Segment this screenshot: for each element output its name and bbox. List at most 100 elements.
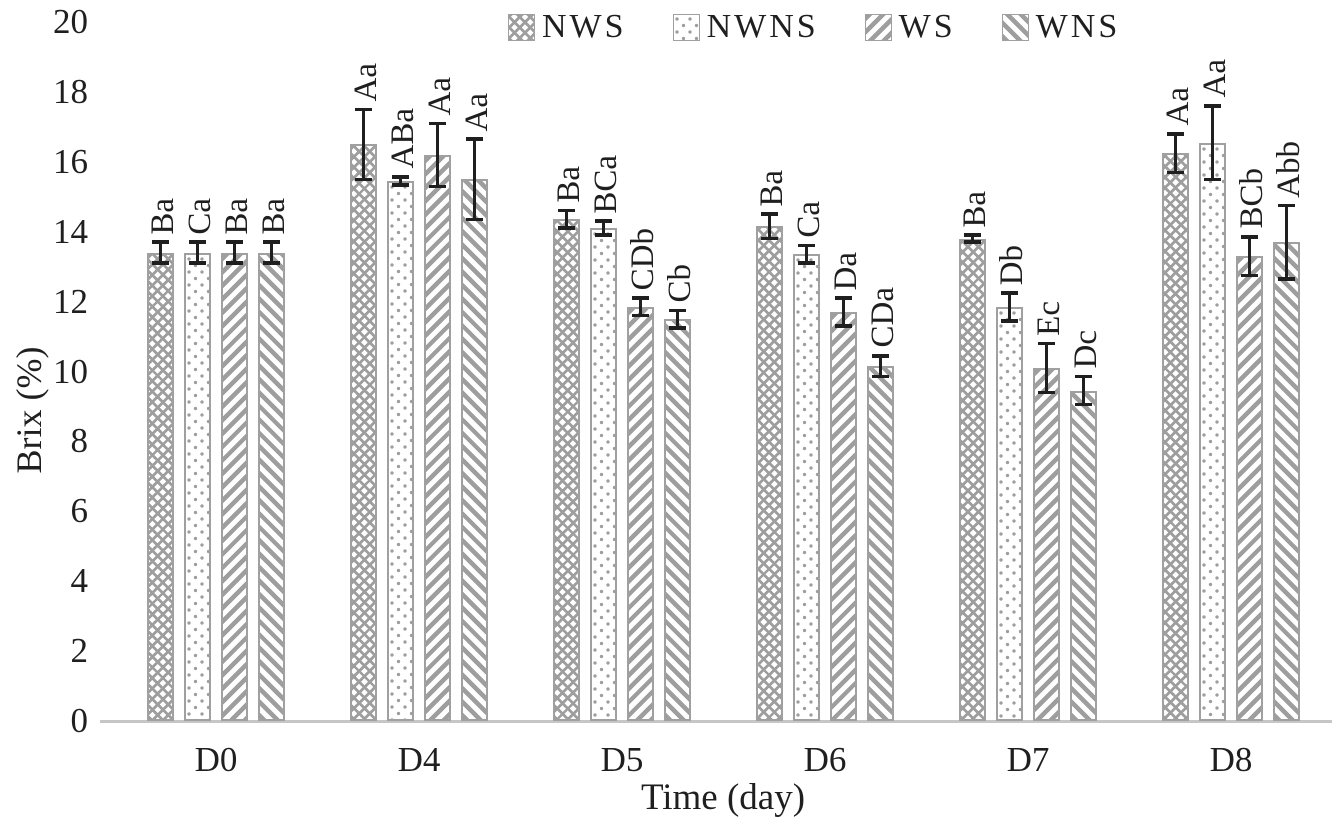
bar-nwns-d6 <box>793 254 820 721</box>
significance-label-ws-d4: Aa <box>421 76 458 116</box>
error-cap-top-nwns-d0 <box>189 240 206 244</box>
significance-label-ws-d6: Da <box>827 251 864 291</box>
error-cap-top-ws-d4 <box>429 121 446 126</box>
error-cap-top-ws-d0 <box>226 240 243 244</box>
legend-swatch-ws-pattern-icon <box>864 13 892 41</box>
bar-ws-d8 <box>1236 256 1263 721</box>
significance-label-wns-d7: Dc <box>1067 330 1104 369</box>
error-cap-bottom-nwns-d7 <box>1001 319 1018 323</box>
significance-label-nwns-d5: BCa <box>587 154 624 214</box>
legend-label-ws: WS <box>898 8 956 45</box>
bar-ws-d4 <box>424 154 451 721</box>
x-axis-line <box>100 720 1332 723</box>
error-bar-wns-d8 <box>1285 205 1288 279</box>
bar-ws-d5 <box>627 306 654 721</box>
error-cap-bottom-nws-d8 <box>1167 170 1184 175</box>
bar-wns-d5 <box>664 319 691 721</box>
significance-label-nws-d0: Ba <box>144 197 181 235</box>
error-cap-bottom-wns-d8 <box>1278 277 1295 281</box>
significance-label-nwns-d0: Ca <box>181 197 218 235</box>
error-bar-wns-d4 <box>473 139 476 220</box>
legend-item-nws: NWS <box>508 8 627 46</box>
error-bar-wns-d0 <box>270 242 273 264</box>
significance-label-nwns-d8: Aa <box>1196 59 1233 98</box>
significance-label-nwns-d6: Ca <box>790 201 827 238</box>
error-cap-top-wns-d7 <box>1075 374 1092 379</box>
error-bar-nwns-d4 <box>399 176 402 186</box>
error-cap-top-nwns-d6 <box>798 243 815 248</box>
x-tick-label: D5 <box>600 740 644 779</box>
error-cap-top-nws-d5 <box>558 208 575 213</box>
error-bar-nwns-d0 <box>196 242 199 264</box>
significance-label-wns-d5: Cb <box>661 263 698 303</box>
bar-nws-d5 <box>553 219 580 721</box>
error-bar-ws-d7 <box>1045 343 1048 393</box>
error-bar-ws-d4 <box>436 123 439 187</box>
error-bar-ws-d5 <box>639 298 642 316</box>
error-bar-wns-d5 <box>676 310 679 328</box>
legend-item-nwns: NWNS <box>672 8 819 46</box>
error-cap-top-nwns-d8 <box>1204 104 1221 108</box>
significance-label-nws-d4: Aa <box>347 62 384 102</box>
chart-legend: NWS NWNS WS WNS <box>508 8 1120 46</box>
error-cap-bottom-ws-d7 <box>1038 390 1055 395</box>
error-bar-ws-d8 <box>1248 236 1251 276</box>
bar-wns-d4 <box>461 179 488 721</box>
significance-label-ws-d8: BCb <box>1233 168 1270 229</box>
x-tick-label: D4 <box>397 740 441 779</box>
error-cap-bottom-wns-d6 <box>872 374 889 379</box>
error-cap-top-nws-d7 <box>964 233 981 237</box>
error-bar-nws-d8 <box>1174 133 1177 173</box>
error-cap-top-nwns-d4 <box>392 175 409 179</box>
x-tick-label: D6 <box>803 740 847 779</box>
bar-ws-d7 <box>1033 368 1060 721</box>
error-cap-top-wns-d5 <box>669 308 686 313</box>
error-bar-ws-d0 <box>233 242 236 264</box>
bar-wns-d8 <box>1273 242 1300 721</box>
error-cap-bottom-nws-d7 <box>964 240 981 244</box>
bar-nwns-d0 <box>184 252 211 721</box>
error-cap-top-ws-d8 <box>1241 235 1258 239</box>
error-cap-top-wns-d0 <box>263 240 280 244</box>
bar-nws-d6 <box>756 226 783 721</box>
error-cap-top-ws-d5 <box>632 296 649 300</box>
bar-wns-d6 <box>867 366 894 721</box>
legend-label-nws: NWS <box>542 8 627 45</box>
error-cap-bottom-nwns-d5 <box>595 233 612 237</box>
x-axis-title: Time (day) <box>640 777 806 818</box>
y-tick-label: 14 <box>53 211 88 251</box>
error-bar-nws-d5 <box>565 210 568 229</box>
significance-label-nwns-d7: Db <box>993 244 1030 285</box>
error-cap-bottom-nwns-d6 <box>798 261 815 265</box>
error-cap-bottom-ws-d4 <box>429 184 446 188</box>
error-cap-top-wns-d6 <box>872 354 889 358</box>
error-cap-bottom-nwns-d8 <box>1204 177 1221 182</box>
bar-nws-d4 <box>350 144 377 721</box>
error-cap-bottom-ws-d5 <box>632 313 649 318</box>
y-tick-label: 0 <box>70 701 89 740</box>
error-cap-top-nws-d0 <box>152 240 169 244</box>
y-tick-label: 18 <box>53 71 88 111</box>
y-tick-label: 2 <box>70 631 89 671</box>
error-bar-nws-d7 <box>971 235 974 243</box>
significance-label-nws-d8: Aa <box>1159 87 1196 126</box>
significance-label-nws-d7: Ba <box>956 190 993 228</box>
error-cap-bottom-ws-d6 <box>835 324 852 328</box>
error-cap-bottom-wns-d5 <box>669 326 686 330</box>
legend-item-ws: WS <box>864 8 956 46</box>
significance-label-nws-d6: Ba <box>753 169 790 207</box>
bar-ws-d0 <box>221 252 248 721</box>
legend-item-wns: WNS <box>1001 8 1121 46</box>
error-cap-bottom-nwns-d4 <box>392 183 409 187</box>
bar-nws-d0 <box>147 252 174 721</box>
error-bar-nwns-d5 <box>602 221 605 236</box>
error-bar-ws-d6 <box>842 298 845 327</box>
error-cap-top-nwns-d5 <box>595 219 612 223</box>
y-tick-label: 20 <box>53 2 88 41</box>
x-tick-label: D7 <box>1006 740 1050 779</box>
y-tick-label: 16 <box>53 141 88 181</box>
bar-wns-d0 <box>258 252 285 721</box>
error-cap-bottom-wns-d4 <box>466 217 483 222</box>
significance-label-ws-d7: Ec <box>1030 300 1067 336</box>
significance-label-ws-d5: CDb <box>624 227 661 291</box>
